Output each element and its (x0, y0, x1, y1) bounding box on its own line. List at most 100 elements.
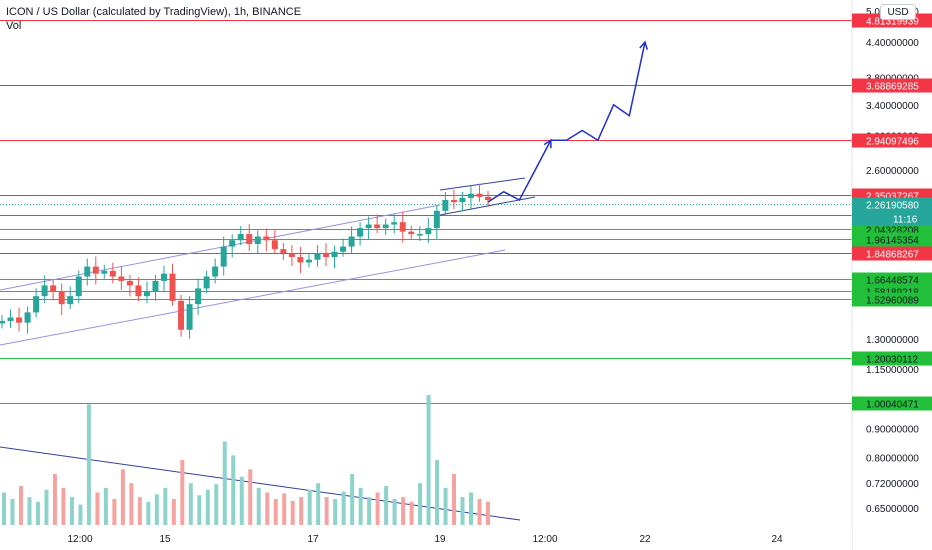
volume-bar (452, 473, 457, 525)
candle-body (101, 270, 108, 274)
candle-body (169, 273, 176, 301)
volume-bar (146, 501, 151, 525)
volume-label: Vol (6, 20, 22, 32)
candle-body (58, 291, 65, 305)
volume-bar (222, 441, 227, 525)
resistance-level-label: 1.84868267 (866, 250, 919, 261)
support-level-label: 1.00040471 (866, 400, 919, 411)
candle-body (7, 317, 14, 321)
price-tick-label: 0.72000000 (866, 479, 919, 490)
volume-bar (69, 497, 74, 525)
candle-body (348, 236, 355, 247)
volume-bar (27, 497, 32, 525)
candle-body (92, 266, 99, 274)
time-tick-label: 19 (434, 534, 446, 545)
volume-bar (10, 499, 15, 525)
volume-bar (358, 487, 363, 525)
time-tick-label: 12:00 (67, 534, 92, 545)
resistance-level-label: 3.68869285 (866, 82, 919, 93)
volume-bar (486, 501, 490, 525)
candle-body (280, 249, 287, 254)
volume-bar (367, 497, 372, 525)
price-tick-label: 3.40000000 (866, 101, 919, 112)
candle-body (203, 276, 210, 289)
price-tick-label: 0.80000000 (866, 453, 919, 464)
candle-body (186, 304, 193, 330)
candle-body (263, 236, 270, 241)
volume-bar (137, 497, 142, 525)
volume-bar (290, 500, 295, 525)
volume-bar (324, 497, 329, 525)
price-tick-label: 4.40000000 (866, 38, 919, 49)
price-tick-label: 2.60000000 (866, 166, 919, 177)
support-level-badge (852, 396, 932, 411)
resistance-level-badge (852, 133, 932, 148)
candle-body (459, 197, 466, 203)
volume-bar (477, 499, 482, 525)
time-tick-label: 24 (771, 534, 783, 545)
candle-body (297, 257, 304, 263)
price-candles (0, 183, 491, 339)
time-tick-label: 17 (307, 534, 319, 545)
price-axis: 5.000000004.400000003.800000003.40000000… (851, 0, 932, 550)
volume-bar (375, 492, 380, 525)
volume-bar (426, 395, 431, 525)
price-tick-label: 0.65000000 (866, 504, 919, 515)
candle-body (33, 296, 40, 313)
volume-bar (443, 487, 448, 525)
volume-bar (2, 492, 6, 525)
volume-bar (231, 455, 236, 525)
price-tick-label: 1.15000000 (866, 365, 919, 376)
volume-bar (188, 483, 193, 525)
volume-bar (256, 487, 261, 525)
candle-body (399, 222, 406, 232)
volume-bar (61, 487, 66, 525)
candle-body (220, 246, 227, 267)
resistance-level-label: 2.94097496 (866, 137, 919, 148)
candle-body (75, 276, 82, 297)
candle-body (467, 193, 474, 198)
currency-button[interactable]: USD (880, 4, 916, 20)
volume-bar (401, 497, 406, 525)
resistance-level-badge (852, 78, 932, 93)
time-tick-label: 15 (159, 534, 171, 545)
resistance-level-label: 2.35037267 (866, 192, 919, 203)
candle-body (416, 234, 423, 236)
price-tick-label: 0.90000000 (866, 425, 919, 436)
candle-body (485, 196, 491, 201)
candle-body (118, 276, 125, 281)
candle-body (246, 234, 253, 245)
support-level-label: 1.20030112 (866, 355, 919, 366)
last-price-badge (852, 197, 932, 226)
time-axis-background (0, 527, 852, 550)
candle-body (382, 224, 389, 229)
candle-body (229, 240, 236, 247)
volume-bar (163, 487, 168, 525)
volume-bar (78, 504, 83, 525)
volume-bar (197, 495, 202, 525)
volume-bar (248, 469, 253, 525)
time-tick-label: 22 (639, 534, 651, 545)
support-level-label: 1.96145354 (866, 236, 919, 247)
volume-bar (299, 497, 304, 525)
volume-bar (350, 473, 355, 525)
volume-bar (282, 493, 287, 525)
projection-line (487, 41, 646, 203)
candle-body (84, 266, 91, 277)
projection-mid-arrow (543, 138, 552, 149)
candle-body (305, 259, 312, 263)
volume-bar (273, 499, 278, 525)
volume-bar (239, 476, 244, 525)
candle-body (391, 222, 398, 225)
candle-body (254, 236, 261, 245)
support-level-label: 1.52960089 (866, 296, 919, 307)
candle-body (143, 291, 150, 297)
candle-body (178, 300, 185, 330)
candle-body (271, 240, 278, 250)
projection-path (487, 40, 649, 203)
candle-body (476, 193, 483, 197)
volume-bar (307, 489, 312, 525)
support-level-badge (852, 232, 932, 247)
projection-end-arrow (639, 40, 649, 50)
